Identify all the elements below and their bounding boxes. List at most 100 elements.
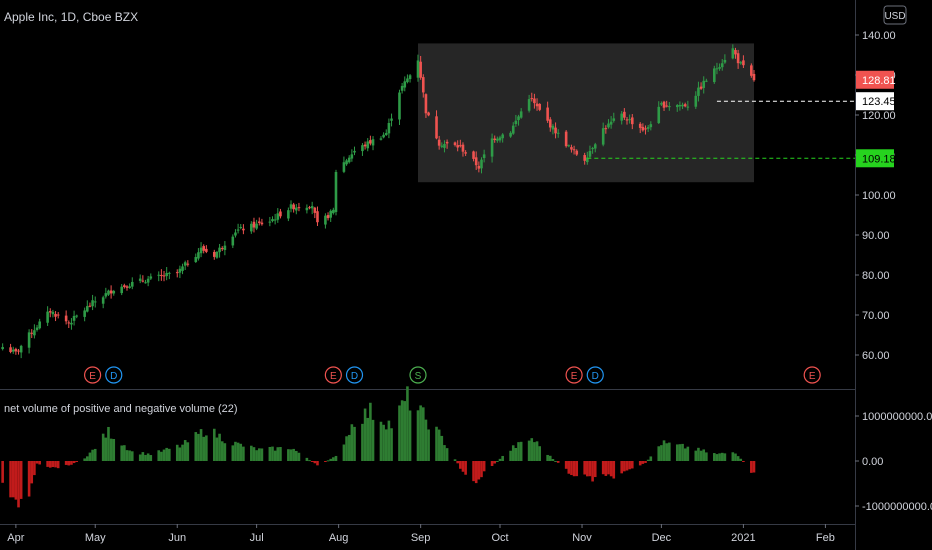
net-volume-bar	[586, 461, 589, 477]
indicator-pane[interactable]: net volume of positive and negative volu…	[1, 386, 756, 508]
candle	[160, 269, 163, 281]
net-volume-bar	[474, 461, 478, 484]
net-volume-bar	[149, 455, 153, 461]
event-marker[interactable]: E	[565, 366, 583, 384]
time-axis[interactable]: Apr May Jun Jul Aug Sep Oct Nov Dec 2021 Feb	[7, 524, 835, 544]
net-volume-bar	[144, 454, 147, 461]
net-volume-bar	[276, 447, 280, 461]
event-marker[interactable]: E	[83, 366, 102, 384]
net-volume-bar	[165, 447, 168, 461]
candle	[11, 346, 15, 354]
net-volume-bar	[19, 461, 23, 499]
event-marker[interactable]: E	[803, 366, 821, 384]
price-pane[interactable]	[1, 43, 855, 359]
net-volume-bar	[628, 461, 631, 470]
net-volume-bar	[382, 424, 385, 461]
net-volume-bar	[437, 429, 441, 461]
net-volume-bar	[665, 443, 668, 461]
indicator-tick-label: 0.00	[862, 456, 883, 468]
candle	[477, 161, 481, 173]
event-marker[interactable]: S	[409, 366, 427, 384]
candle	[125, 285, 129, 291]
time-tick-label: Feb	[816, 532, 835, 544]
net-volume-bar	[178, 447, 182, 461]
time-tick-label: Jul	[250, 532, 264, 544]
net-volume-bar	[305, 457, 309, 461]
candle	[268, 216, 272, 227]
net-volume-bar	[369, 402, 372, 461]
net-volume-bar	[564, 461, 568, 469]
event-marker-label: E	[809, 371, 816, 382]
candle	[572, 145, 576, 155]
candle	[91, 294, 94, 311]
candle	[644, 125, 647, 135]
price-axis[interactable]: USD 140.00130.00120.00110.00100.0090.008…	[855, 5, 907, 362]
candle	[625, 117, 629, 125]
net-volume-bar	[517, 442, 520, 461]
net-volume-bar	[48, 461, 52, 468]
candle	[734, 47, 737, 59]
net-volume-bar	[705, 452, 708, 461]
event-marker[interactable]: E	[324, 366, 342, 384]
currency-label: USD	[884, 11, 905, 22]
net-volume-bar	[255, 450, 258, 461]
event-marker[interactable]: D	[105, 366, 123, 384]
net-volume-bar	[583, 461, 586, 475]
candle	[464, 150, 467, 157]
net-volume-bar	[54, 461, 57, 468]
net-volume-bar	[400, 400, 404, 461]
net-volume-bar	[252, 447, 256, 461]
net-volume-bar	[64, 461, 68, 465]
net-volume-bar	[236, 442, 240, 461]
price-marker-label: 109.18	[862, 153, 896, 165]
event-marker[interactable]: D	[586, 366, 604, 384]
net-volume-bar	[289, 449, 293, 461]
candle	[416, 54, 420, 82]
event-marker-label: E	[330, 371, 337, 382]
price-tick-label: 100.00	[862, 190, 896, 202]
candle	[14, 347, 18, 355]
price-marker[interactable]: 128.81	[856, 70, 896, 89]
price-marker[interactable]: 123.45	[856, 92, 896, 111]
net-volume-bar	[101, 433, 105, 461]
candle	[1, 343, 4, 351]
candle	[313, 206, 317, 219]
candle	[715, 62, 719, 75]
net-volume-bar	[334, 455, 338, 461]
indicator-axis[interactable]: 1000000000.00 0.00 -1000000000.00	[855, 411, 932, 513]
net-volume-bar	[427, 429, 430, 461]
currency-button[interactable]: USD	[883, 5, 907, 25]
candle	[287, 207, 290, 222]
net-volume-bar	[316, 461, 319, 466]
net-volume-bar	[91, 449, 94, 461]
range-box[interactable]	[418, 43, 754, 183]
time-tick-label: Dec	[652, 532, 672, 544]
horizontal-lines[interactable]	[587, 100, 855, 159]
price-marker[interactable]: 109.18	[856, 149, 896, 168]
candle	[279, 208, 282, 219]
net-volume-bar	[464, 461, 467, 475]
net-volume-bar	[160, 451, 163, 461]
net-volume-bar	[509, 450, 512, 461]
net-volume-bar	[736, 456, 740, 461]
candle	[109, 285, 113, 299]
candle	[88, 302, 92, 308]
candle	[400, 82, 404, 94]
net-volume-bar	[242, 446, 245, 461]
net-volume-bar	[490, 461, 494, 466]
net-volume-bar	[699, 450, 703, 461]
candle	[181, 263, 184, 275]
net-volume-bar	[604, 461, 608, 476]
candle	[490, 133, 494, 163]
net-volume-bar	[271, 446, 274, 461]
candle	[564, 130, 568, 148]
candle	[419, 55, 422, 80]
candle	[474, 151, 478, 170]
net-volume-bar	[46, 461, 49, 467]
net-volume-bar	[220, 441, 224, 461]
net-volume-bar	[742, 461, 745, 462]
event-marker[interactable]: D	[345, 366, 364, 384]
time-tick-label: Aug	[329, 532, 349, 544]
candle	[123, 283, 126, 289]
